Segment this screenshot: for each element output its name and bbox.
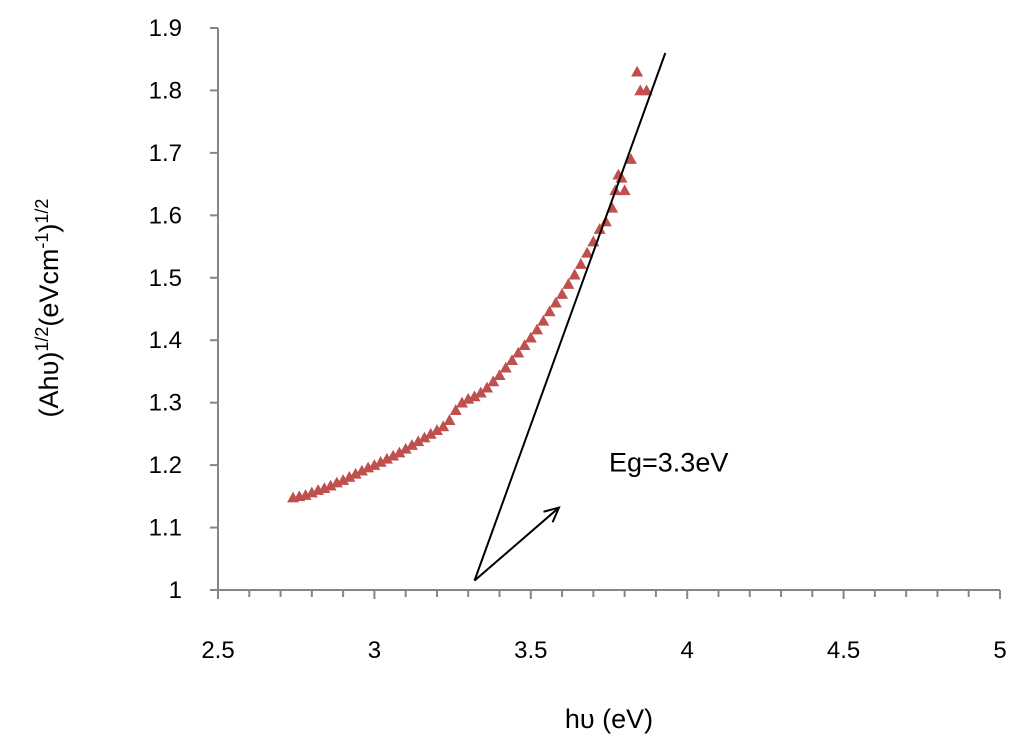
data-point <box>399 442 412 454</box>
data-point <box>556 288 569 299</box>
y-axis-title-base: (Ahυ) <box>34 352 64 418</box>
data-point <box>568 268 581 280</box>
data-point <box>337 474 350 485</box>
data-point <box>474 386 487 398</box>
y-tick-label: 1.7 <box>149 140 182 167</box>
data-point <box>506 354 519 366</box>
data-point <box>531 323 544 335</box>
data-point <box>355 464 368 476</box>
data-point <box>537 314 550 326</box>
data-point <box>437 420 450 432</box>
x-tick-label: 4.5 <box>827 637 860 664</box>
data-point <box>412 435 425 447</box>
y-tick-label: 1.9 <box>149 15 182 42</box>
data-points <box>287 65 653 503</box>
data-point <box>393 446 406 458</box>
y-tick-label: 1 <box>169 577 182 604</box>
x-tick-label: 2.5 <box>201 637 234 664</box>
data-point <box>524 331 537 343</box>
data-point <box>512 346 525 358</box>
data-point <box>424 427 437 439</box>
data-point <box>468 390 481 402</box>
data-point <box>481 381 494 393</box>
data-point <box>499 361 512 373</box>
data-point <box>631 65 644 77</box>
data-point <box>593 223 606 234</box>
data-point <box>624 153 637 164</box>
data-point <box>640 84 653 96</box>
y-axis-title: (Ahυ)1/2(eVcm-1)1/2 <box>32 199 64 418</box>
data-point <box>618 184 631 196</box>
data-point <box>324 479 337 491</box>
y-tick-label: 1.8 <box>149 77 182 104</box>
data-point <box>543 305 556 317</box>
y-tick-label: 1.2 <box>149 452 182 479</box>
y-axis-title-sup3: 1/2 <box>32 199 52 224</box>
x-axis-title: hυ (eV) <box>565 704 653 734</box>
data-point <box>368 459 381 470</box>
data-point <box>349 467 362 479</box>
data-point <box>449 404 462 415</box>
x-tick-label: 3 <box>368 637 381 664</box>
data-point <box>574 258 587 269</box>
data-point <box>387 449 400 461</box>
y-tick-label: 1.5 <box>149 265 182 292</box>
data-point <box>518 339 531 351</box>
y-axis-title-mid: (eVcm <box>34 249 64 327</box>
data-point <box>487 375 500 387</box>
x-ticks: 2.5 3 3.5 4 4.5 5 <box>201 590 1007 664</box>
y-tick-label: 1.3 <box>149 390 182 417</box>
data-point <box>581 246 594 258</box>
data-point <box>430 424 443 435</box>
data-point <box>455 396 468 408</box>
data-point <box>418 431 431 443</box>
arrow-head <box>543 506 561 523</box>
data-point <box>380 452 393 464</box>
x-tick-label: 3.5 <box>514 637 547 664</box>
y-tick-label: 1.4 <box>149 327 182 354</box>
arrow <box>473 506 561 582</box>
band-gap-annotation: Eg=3.3eV <box>609 447 728 477</box>
data-point <box>549 296 562 308</box>
y-ticks: 1 1.1 1.2 1.3 1.4 1.5 1.6 1.7 1.8 1.9 <box>149 15 218 604</box>
data-point <box>443 414 456 425</box>
y-tick-label: 1.1 <box>149 515 182 542</box>
x-tick-label: 5 <box>993 637 1006 664</box>
arrow-shaft <box>473 506 560 582</box>
data-point <box>562 278 575 289</box>
y-axis-title-sup2: -1 <box>32 233 52 249</box>
data-point <box>493 369 506 380</box>
y-axis-title-close: ) <box>34 224 64 233</box>
plot-area: 2.5 3 3.5 4 4.5 5 1 1.1 1.2 1.3 1.4 1.5 1.6 1.7 1.8 1.… <box>149 15 1007 664</box>
y-axis-title-sup1: 1/2 <box>32 327 52 352</box>
y-tick-label: 1.6 <box>149 202 182 229</box>
data-point <box>343 470 356 482</box>
x-tick-label: 4 <box>681 637 694 664</box>
data-point <box>374 455 387 467</box>
fit-line <box>473 52 667 581</box>
data-point <box>405 439 418 450</box>
